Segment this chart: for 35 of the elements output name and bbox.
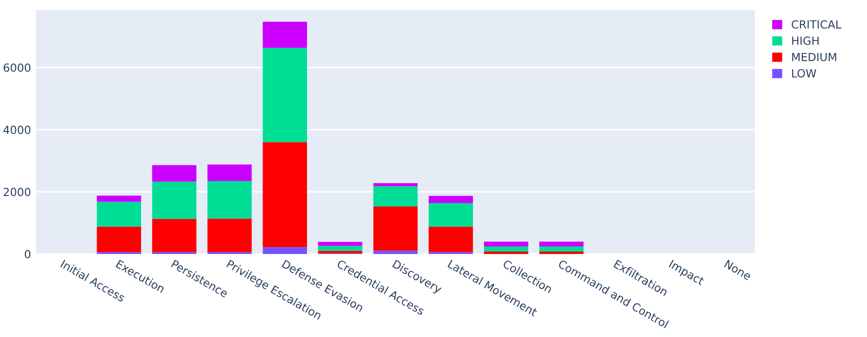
- y-tick-label: 2000: [4, 188, 30, 196]
- bar: [262, 247, 308, 254]
- bar: [484, 246, 528, 252]
- bar: [262, 48, 308, 142]
- bar: [373, 206, 418, 251]
- bar: [318, 246, 362, 251]
- bar: [539, 242, 584, 247]
- y-tick-label: 6000: [4, 63, 30, 72]
- bar: [428, 203, 473, 227]
- bar: [428, 226, 473, 252]
- legend-label: CRITICAL: [792, 20, 842, 29]
- bar: [484, 242, 528, 247]
- bar: [373, 186, 418, 206]
- bar: [152, 182, 196, 219]
- bar: [96, 196, 142, 202]
- legend-label: HIGH: [792, 36, 819, 45]
- bar: [373, 250, 418, 254]
- bar: [207, 218, 252, 252]
- legend-label: LOW: [792, 69, 816, 78]
- bar: [152, 165, 196, 182]
- bar: [318, 242, 362, 246]
- bar: [428, 196, 473, 204]
- bar: [96, 202, 142, 227]
- bar: [318, 250, 362, 254]
- bar: [207, 180, 252, 219]
- bar: [96, 226, 142, 252]
- bar: [262, 142, 308, 248]
- legend-label: MEDIUM: [792, 52, 836, 62]
- bar: [373, 183, 418, 186]
- bar: [539, 246, 584, 252]
- bar: [262, 22, 308, 48]
- bar: [207, 164, 252, 181]
- y-tick-label: 4000: [3, 126, 30, 134]
- y-tick-label: 0: [24, 250, 30, 258]
- bar: [152, 218, 196, 252]
